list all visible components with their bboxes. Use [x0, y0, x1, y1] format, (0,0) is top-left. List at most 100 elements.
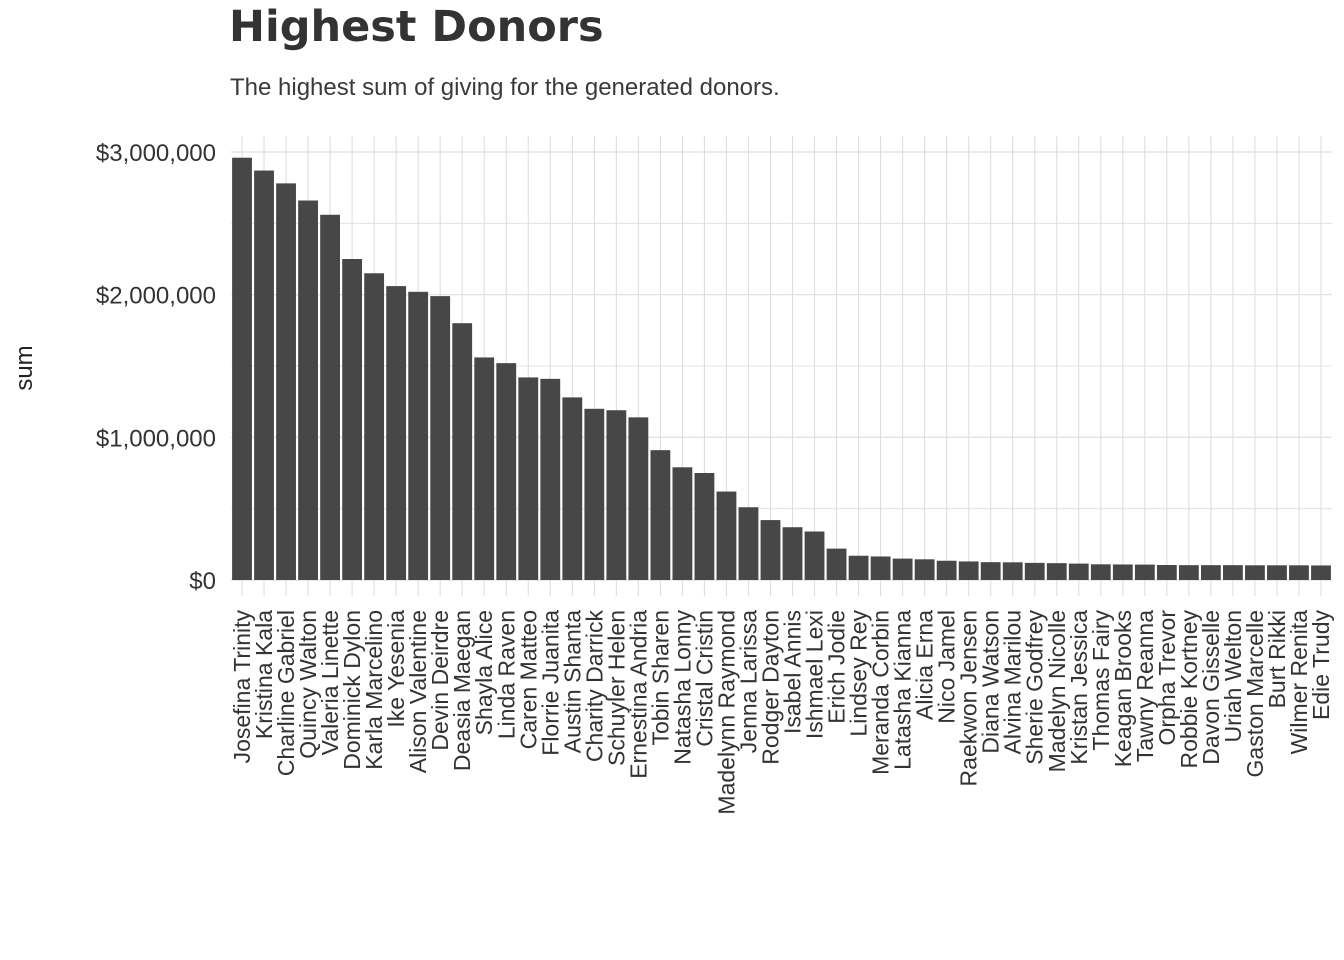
x-tick-label: Ernestina Andria	[625, 610, 651, 779]
chart-subtitle: The highest sum of giving for the genera…	[230, 74, 780, 101]
bar	[298, 200, 318, 581]
x-tick-label: Keagan Brooks	[1110, 610, 1136, 767]
bar	[452, 323, 473, 580]
bar	[320, 214, 340, 581]
x-tick-label: Raekwon Jensen	[956, 610, 982, 786]
x-tick-label: Florrie Juanita	[537, 610, 563, 756]
x-tick-label: Ishmael Lexi	[802, 610, 828, 739]
x-tick-label: Charline Gabriel	[273, 610, 299, 776]
bar	[672, 467, 693, 580]
x-tick-label: Burt Rikki	[1264, 610, 1290, 708]
bar	[1024, 562, 1045, 580]
x-tick-label: Uriah Welton	[1220, 610, 1246, 743]
bar	[650, 450, 671, 580]
bar	[1112, 564, 1133, 580]
x-tick-label: Shayla Alice	[471, 610, 497, 735]
x-tick-label: Madelynn Raymond	[713, 610, 739, 815]
x-tick-label: Isabel Annis	[780, 610, 806, 734]
x-tick-label: Ike Yesenia	[383, 610, 409, 728]
bars	[232, 157, 1331, 581]
x-tick-label: Edie Trudy	[1308, 610, 1334, 720]
bar	[1002, 562, 1023, 580]
x-tick-label: Meranda Corbin	[868, 610, 894, 775]
bar	[1289, 565, 1309, 580]
x-tick-label: Rodger Dayton	[757, 610, 783, 765]
bar	[1311, 565, 1331, 580]
bar	[914, 559, 935, 580]
bar	[276, 183, 296, 581]
chart-title: Highest Donors	[229, 2, 604, 52]
x-tick-label: Madelyn Nicolle	[1044, 610, 1070, 772]
bar	[716, 491, 737, 580]
bar	[562, 397, 583, 580]
x-tick-label: Kristan Jessica	[1066, 610, 1092, 765]
x-tick-label: Caren Matteo	[515, 610, 541, 749]
bar	[870, 556, 891, 580]
x-tick-label: Robbie Kortney	[1176, 610, 1202, 769]
bar	[826, 548, 847, 580]
bar	[430, 296, 451, 580]
x-tick-label: Quincy Walton	[295, 610, 321, 759]
y-tick-label: $3,000,000	[96, 140, 216, 167]
bar	[958, 561, 979, 580]
bar	[364, 273, 385, 580]
x-tick-label: Thomas Fairy	[1088, 610, 1114, 751]
x-tick-label: Austin Shanta	[559, 610, 585, 753]
x-tick-label: Devin Deirdre	[427, 610, 453, 751]
bar	[628, 417, 649, 580]
bar	[342, 259, 363, 580]
bar	[606, 410, 627, 580]
x-tick-label: Karla Marcelino	[361, 610, 387, 770]
x-tick-label: Alvina Marilou	[1000, 610, 1026, 754]
y-tick-label: $2,000,000	[96, 283, 216, 310]
x-tick-label: Wilmer Renita	[1286, 610, 1312, 755]
x-tick-label: Tobin Sharen	[647, 610, 673, 746]
bar	[1178, 565, 1199, 580]
x-tick-label: Linda Raven	[493, 610, 519, 739]
bar	[254, 170, 274, 580]
bar	[936, 560, 957, 580]
x-tick-label: Alicia Erna	[912, 610, 938, 720]
x-tick-label: Natasha Lonny	[669, 610, 695, 765]
bar	[1134, 564, 1155, 580]
bar	[518, 377, 539, 580]
x-tick-label: Valeria Linette	[317, 610, 343, 755]
bar	[1068, 563, 1089, 580]
y-axis-tick-labels: $0 $1,000,000 $2,000,000 $3,000,000	[96, 140, 216, 595]
x-tick-label: Kristina Kala	[251, 610, 277, 739]
bar	[232, 157, 252, 580]
x-tick-label: Jenna Larissa	[735, 610, 761, 753]
bar	[584, 408, 605, 580]
bar	[760, 520, 781, 580]
x-tick-label: Schuyler Helen	[603, 610, 629, 766]
x-tick-label: Dominick Dylon	[339, 610, 365, 770]
x-tick-label: Cristal Cristin	[691, 610, 717, 747]
x-tick-label: Latasha Kianna	[890, 610, 916, 770]
bar	[540, 378, 561, 580]
x-tick-label: Diana Watson	[978, 610, 1004, 754]
x-tick-label: Gaston Marcelle	[1242, 610, 1268, 777]
x-tick-label: Charity Darrick	[581, 610, 607, 763]
bar	[1200, 565, 1221, 580]
bar	[738, 507, 759, 580]
x-tick-label: Orpha Trevor	[1154, 610, 1180, 746]
x-tick-label: Nico Jamel	[934, 610, 960, 724]
x-tick-label: Davon Gisselle	[1198, 610, 1224, 765]
bar	[408, 291, 429, 580]
y-tick-label: $1,000,000	[96, 425, 216, 452]
bar	[848, 555, 869, 580]
bar	[892, 558, 913, 580]
bar	[386, 286, 407, 580]
x-tick-label: Sherie Godfrey	[1022, 610, 1048, 765]
bar	[980, 562, 1001, 580]
bar	[804, 531, 825, 580]
x-tick-label: Alison Valentine	[405, 610, 431, 773]
bar	[474, 357, 495, 580]
x-tick-label: Deasia Maegan	[449, 610, 475, 771]
bar	[694, 473, 715, 580]
bar	[1223, 565, 1243, 580]
y-axis-title: sum	[11, 345, 38, 390]
x-tick-label: Josefina Trinity	[229, 610, 255, 764]
